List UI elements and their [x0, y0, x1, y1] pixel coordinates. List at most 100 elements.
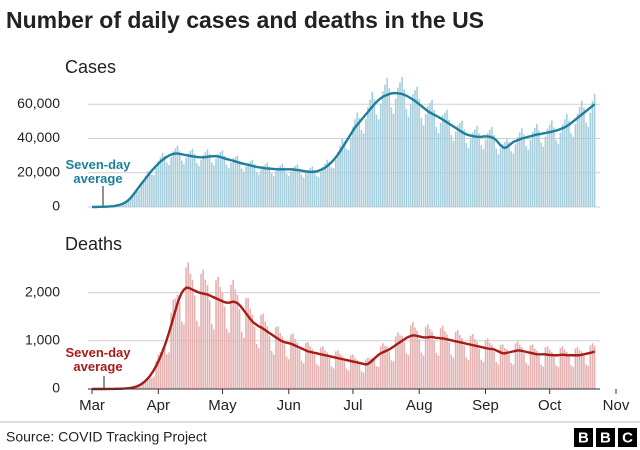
bar	[489, 129, 491, 207]
x-tick-label: Jul	[343, 397, 362, 414]
bar	[527, 149, 530, 207]
bar	[146, 171, 149, 207]
bar	[493, 351, 495, 389]
bar	[142, 381, 145, 389]
y-tick-label: 2,000	[25, 283, 60, 299]
bar	[144, 175, 147, 207]
bar	[495, 362, 498, 389]
bar	[501, 143, 504, 207]
bar	[382, 343, 384, 389]
bar	[454, 331, 457, 389]
bar	[159, 156, 162, 207]
bar	[174, 298, 177, 389]
bar	[320, 171, 322, 207]
bar	[544, 136, 547, 207]
bar	[373, 99, 376, 207]
bar	[574, 123, 577, 207]
bar	[431, 99, 433, 207]
bar	[508, 354, 510, 389]
bar	[204, 279, 207, 389]
bar	[433, 110, 436, 207]
bar	[341, 356, 344, 389]
bar	[157, 161, 160, 207]
bar	[566, 351, 568, 389]
bar	[213, 329, 215, 389]
bar	[343, 361, 346, 389]
bar	[238, 160, 241, 207]
average-line	[92, 91, 596, 209]
bar	[514, 144, 517, 207]
bar	[339, 145, 341, 207]
bar	[518, 344, 521, 389]
bar	[249, 308, 252, 389]
x-tick-label: Jun	[277, 397, 301, 414]
bar	[166, 162, 168, 207]
bar	[155, 361, 157, 389]
bar	[405, 109, 408, 207]
bar	[403, 89, 406, 207]
panel-title: Cases	[65, 57, 116, 77]
bar	[210, 324, 213, 389]
bar	[140, 383, 142, 389]
bar	[335, 159, 337, 207]
bar	[251, 314, 254, 389]
bar	[548, 349, 551, 389]
bar	[585, 364, 587, 389]
bar	[255, 344, 258, 389]
bar	[422, 355, 425, 389]
bar	[163, 155, 166, 207]
source: Source: COVID Tracking Project	[6, 429, 207, 445]
bar	[495, 148, 498, 207]
bar	[448, 119, 450, 207]
bar	[272, 175, 275, 207]
bar	[151, 377, 153, 389]
bar	[208, 300, 211, 389]
bar	[399, 82, 401, 207]
bar	[187, 153, 190, 207]
bar	[452, 357, 455, 389]
bar	[283, 344, 286, 389]
bar	[176, 145, 179, 207]
bar	[198, 326, 200, 389]
bar	[281, 336, 284, 389]
bar	[469, 335, 472, 389]
chart-title: Number of daily cases and deaths in the …	[6, 7, 484, 33]
bar	[285, 173, 288, 207]
bar	[320, 347, 322, 389]
bar	[358, 364, 361, 389]
bar	[258, 348, 260, 389]
bar	[506, 137, 508, 207]
bar	[228, 332, 230, 389]
bar	[360, 371, 363, 389]
bar	[272, 354, 275, 389]
bar	[561, 346, 564, 389]
bar	[287, 359, 290, 389]
bar	[409, 325, 412, 389]
bar	[392, 361, 395, 389]
bar	[576, 346, 579, 389]
bar	[527, 365, 530, 389]
bar	[469, 139, 472, 207]
bar	[174, 148, 177, 207]
bar	[302, 177, 305, 207]
bar	[426, 324, 429, 389]
bar	[313, 354, 316, 389]
bar	[328, 161, 331, 207]
bar	[230, 162, 232, 207]
bar	[467, 148, 470, 207]
bar	[294, 339, 296, 389]
bar	[557, 143, 560, 207]
bar	[397, 87, 399, 207]
bar	[268, 335, 271, 389]
bar	[585, 122, 587, 207]
bar	[446, 334, 448, 389]
bar	[424, 327, 427, 389]
bar	[412, 322, 414, 389]
bar	[163, 347, 166, 389]
bar	[493, 135, 495, 207]
bar	[287, 176, 290, 207]
bar	[437, 133, 440, 207]
bar	[587, 127, 589, 207]
bar	[202, 154, 205, 207]
bar	[181, 160, 183, 207]
